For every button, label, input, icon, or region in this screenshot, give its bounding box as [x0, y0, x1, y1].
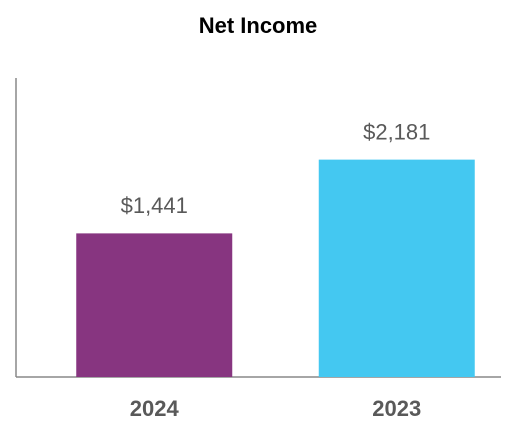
chart-title: Net Income	[199, 13, 318, 38]
x-tick-label: 2023	[372, 396, 421, 421]
bar	[76, 233, 233, 377]
value-label: $1,441	[121, 193, 188, 218]
x-tick-label: 2024	[130, 396, 180, 421]
bar	[318, 159, 475, 377]
value-label: $2,181	[363, 119, 430, 144]
